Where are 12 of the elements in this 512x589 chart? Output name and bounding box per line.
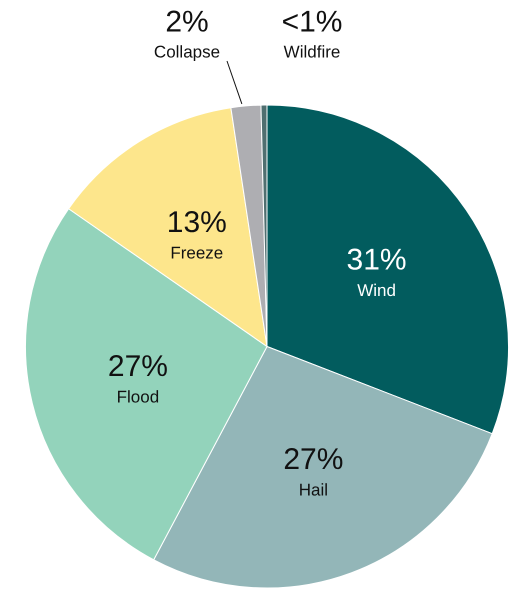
data-label: <1% [282,5,342,38]
data-label: 27% [283,443,344,476]
data-label: 31% [346,244,407,277]
slice-label: Hail [298,480,328,500]
data-label: 13% [166,206,227,240]
slice-label: Collapse [154,42,220,62]
slice-label: Wildfire [284,42,340,62]
slice-label: Freeze [170,243,224,262]
data-label: 2% [165,5,209,38]
slice-label: Wind [357,281,396,300]
slice-label: Flood [116,387,160,406]
data-label: 27% [108,350,168,384]
